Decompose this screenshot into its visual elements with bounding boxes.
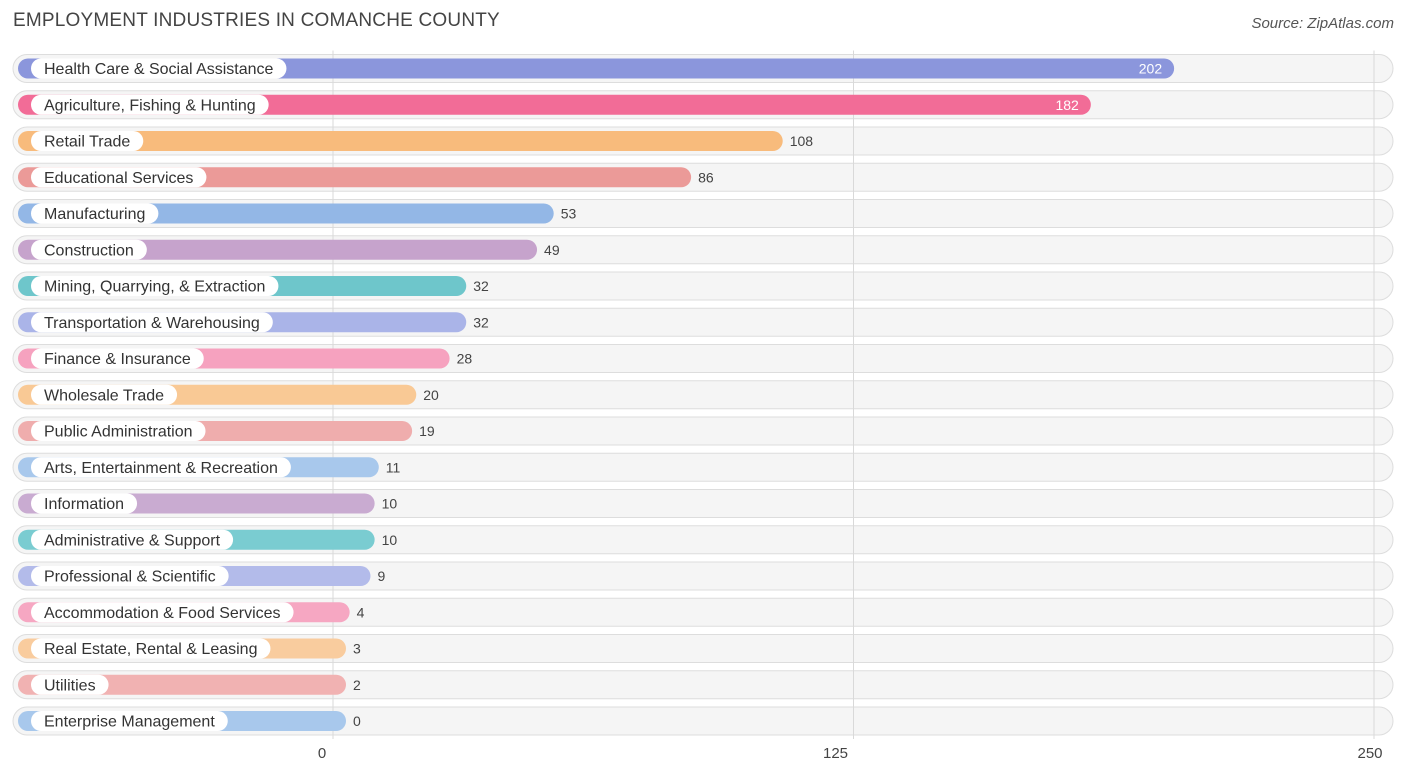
value-label: 32	[473, 314, 489, 330]
value-label: 0	[353, 713, 361, 729]
chart-title: EMPLOYMENT INDUSTRIES IN COMANCHE COUNTY	[13, 10, 500, 31]
value-label: 10	[382, 496, 398, 512]
bar	[18, 239, 538, 260]
category-label-pill	[31, 58, 287, 79]
category-label-pill	[31, 276, 279, 296]
value-label: 108	[790, 133, 814, 149]
bar-group: Transportation & Warehousing 32	[18, 312, 489, 333]
bar-group: Public Administration 19	[18, 421, 435, 441]
value-label: 4	[357, 604, 365, 620]
value-label: 11	[386, 459, 401, 475]
value-label: 3	[353, 641, 361, 657]
bar-group: Accommodation & Food Services 4	[18, 602, 365, 623]
category-label: Construction	[44, 242, 134, 259]
bar-group: Professional & Scientific 9	[18, 566, 385, 586]
bar-group: Retail Trade 108	[18, 131, 813, 151]
value-label: 9	[377, 568, 385, 584]
bar-group: Arts, Entertainment & Recreation 11	[18, 457, 401, 478]
category-label: Agriculture, Fishing & Hunting	[44, 97, 256, 114]
bar-group: Real Estate, Rental & Leasing 3	[18, 638, 361, 659]
x-axis-ticks: 0 125 250	[318, 745, 1383, 762]
category-label: Finance & Insurance	[44, 351, 191, 368]
bar-group: Mining, Quarrying, & Extraction 32	[18, 276, 489, 296]
category-label-pill	[31, 421, 206, 441]
category-label-pill	[31, 493, 138, 514]
bar-group: Educational Services 86	[18, 167, 714, 188]
category-label: Enterprise Management	[44, 714, 215, 731]
bar-group: Health Care & Social Assistance 202	[18, 58, 1175, 79]
value-label: 2	[353, 677, 361, 693]
x-tick-label: 250	[1357, 745, 1382, 762]
row-background	[12, 706, 1394, 736]
category-label-pill	[31, 602, 294, 623]
bar	[18, 131, 783, 151]
category-label: Retail Trade	[44, 134, 130, 151]
value-label: 28	[457, 351, 473, 367]
category-label: Transportation & Warehousing	[44, 315, 260, 332]
category-label-pill	[31, 711, 228, 731]
row-background	[12, 670, 1394, 700]
bar	[18, 94, 1091, 115]
category-label-pill	[31, 529, 234, 550]
bar-group: Finance & Insurance 28	[18, 348, 473, 369]
category-label: Public Administration	[44, 424, 193, 441]
category-label-pill	[31, 384, 178, 405]
category-label-pill	[31, 566, 229, 586]
category-label: Health Care & Social Assistance	[44, 61, 274, 78]
value-label: 86	[698, 169, 714, 185]
value-label: 202	[1139, 61, 1163, 77]
category-label-pill	[31, 239, 147, 260]
value-label: 182	[1055, 97, 1079, 113]
category-label: Wholesale Trade	[44, 387, 164, 404]
category-label: Real Estate, Rental & Leasing	[44, 641, 257, 658]
category-label: Manufacturing	[44, 206, 145, 223]
category-label: Information	[44, 496, 124, 513]
x-tick-label: 125	[823, 745, 848, 762]
row-background	[12, 597, 1394, 627]
bars: Health Care & Social Assistance 202Agricu…	[18, 58, 1175, 731]
category-label: Utilities	[44, 677, 96, 694]
bar-group: Administrative & Support 10	[18, 529, 398, 550]
value-label: 10	[382, 532, 398, 548]
x-tick-label: 0	[318, 745, 326, 762]
value-label: 49	[544, 242, 560, 258]
bar-group: Utilities 2	[18, 674, 361, 695]
category-label: Arts, Entertainment & Recreation	[44, 460, 278, 477]
category-label-pill	[31, 348, 204, 369]
category-label-pill	[31, 203, 159, 224]
category-label-pill	[31, 457, 291, 478]
category-label-pill	[31, 131, 144, 151]
bar-group: Agriculture, Fishing & Hunting 182	[18, 94, 1091, 115]
bar-group: Enterprise Management 0	[18, 711, 361, 731]
bar-group: Construction 49	[18, 239, 560, 260]
bar-group: Wholesale Trade 20	[18, 384, 439, 405]
value-label: 20	[423, 387, 439, 403]
category-label-pill	[31, 94, 269, 115]
category-label: Educational Services	[44, 170, 193, 187]
category-label-pill	[31, 312, 273, 333]
source-label: Source: ZipAtlas.com	[1251, 15, 1394, 32]
category-label: Mining, Quarrying, & Extraction	[44, 279, 265, 296]
category-label: Professional & Scientific	[44, 569, 216, 586]
value-label: 32	[473, 278, 489, 294]
category-label-pill	[31, 638, 271, 659]
value-label: 19	[419, 423, 435, 439]
bar-group: Manufacturing 53	[18, 203, 577, 224]
bar	[18, 58, 1175, 79]
category-label-pill	[31, 674, 109, 695]
bar-group: Information 10	[18, 493, 398, 514]
category-label: Administrative & Support	[44, 532, 221, 549]
category-label-pill	[31, 167, 207, 188]
value-label: 53	[561, 206, 577, 222]
row-background	[12, 634, 1394, 663]
category-label: Accommodation & Food Services	[44, 605, 281, 622]
